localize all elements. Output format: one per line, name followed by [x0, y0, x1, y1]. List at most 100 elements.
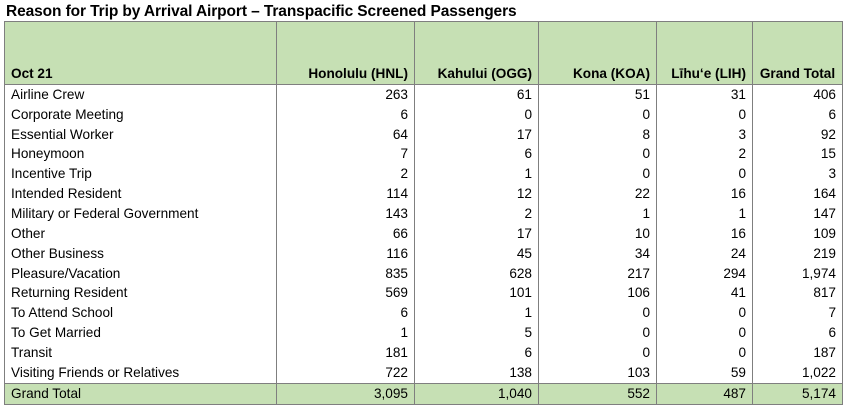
count-cell: 45	[414, 243, 539, 264]
reason-label: Intended Resident	[4, 184, 277, 205]
count-cell: 61	[414, 84, 539, 105]
count-cell: 6	[752, 323, 843, 343]
count-cell: 263	[276, 84, 415, 105]
count-cell: 66	[276, 223, 415, 244]
grand-total-cell: 552	[538, 382, 657, 405]
count-cell: 2	[656, 144, 753, 165]
reason-label: Returning Resident	[4, 283, 277, 304]
count-cell: 294	[656, 263, 753, 284]
count-cell: 0	[538, 342, 657, 363]
count-cell: 5	[414, 323, 539, 343]
table-row: Transit 181 6 0 0 187	[4, 342, 843, 363]
count-cell: 835	[276, 263, 415, 284]
count-cell: 1	[276, 323, 415, 343]
table-row: Corporate Meeting 6 0 0 0 6	[4, 104, 843, 125]
count-cell: 103	[538, 362, 657, 384]
count-cell: 0	[538, 303, 657, 324]
grand-total-row: Grand Total 3,095 1,040 552 487 5,174	[4, 382, 843, 405]
reason-label: Honeymoon	[4, 144, 277, 165]
table-row: Intended Resident 114 12 22 16 164	[4, 184, 843, 205]
count-cell: 1	[538, 204, 657, 224]
count-cell: 101	[414, 283, 539, 304]
count-cell: 722	[276, 362, 415, 384]
grand-total-label: Grand Total	[4, 382, 277, 405]
reason-label: Airline Crew	[4, 84, 277, 105]
count-cell: 2	[276, 164, 415, 185]
count-cell: 0	[656, 104, 753, 125]
count-cell: 0	[656, 303, 753, 324]
count-cell: 15	[752, 144, 843, 165]
count-cell: 164	[752, 184, 843, 205]
month-column-header: Oct 21	[4, 21, 277, 85]
reason-label: Pleasure/Vacation	[4, 263, 277, 284]
table-row: Airline Crew 263 61 51 31 406	[4, 84, 843, 105]
table-row: Honeymoon 7 6 0 2 15	[4, 144, 843, 165]
count-cell: 51	[538, 84, 657, 105]
count-cell: 0	[656, 323, 753, 343]
column-header: Kona (KOA)	[538, 21, 657, 85]
count-cell: 8	[538, 124, 657, 145]
count-cell: 1	[414, 303, 539, 324]
table-row: Incentive Trip 2 1 0 0 3	[4, 164, 843, 185]
table-row: Other 66 17 10 16 109	[4, 223, 843, 244]
table-title: Reason for Trip by Arrival Airport – Tra…	[6, 3, 517, 20]
reason-label: Corporate Meeting	[4, 104, 277, 125]
count-cell: 41	[656, 283, 753, 304]
count-cell: 31	[656, 84, 753, 105]
count-cell: 147	[752, 204, 843, 224]
count-cell: 0	[538, 144, 657, 165]
count-cell: 7	[752, 303, 843, 324]
count-cell: 569	[276, 283, 415, 304]
count-cell: 0	[414, 104, 539, 125]
reason-label: Transit	[4, 342, 277, 363]
count-cell: 406	[752, 84, 843, 105]
column-header: Grand Total	[752, 21, 843, 85]
count-cell: 6	[414, 342, 539, 363]
count-cell: 6	[276, 104, 415, 125]
count-cell: 114	[276, 184, 415, 205]
column-header: Honolulu (HNL)	[276, 21, 415, 85]
count-cell: 0	[538, 104, 657, 125]
count-cell: 106	[538, 283, 657, 304]
table-body: Airline Crew 263 61 51 31 406 Corporate Meetin…	[4, 84, 843, 384]
reason-label: Incentive Trip	[4, 164, 277, 185]
count-cell: 0	[656, 164, 753, 185]
count-cell: 3	[656, 124, 753, 145]
count-cell: 1,974	[752, 263, 843, 284]
reason-label: Military or Federal Government	[4, 204, 277, 224]
count-cell: 109	[752, 223, 843, 244]
count-cell: 24	[656, 243, 753, 264]
count-cell: 1	[656, 204, 753, 224]
count-cell: 59	[656, 362, 753, 384]
count-cell: 217	[538, 263, 657, 284]
count-cell: 3	[752, 164, 843, 185]
count-cell: 92	[752, 124, 843, 145]
count-cell: 64	[276, 124, 415, 145]
count-cell: 181	[276, 342, 415, 363]
reason-label: Visiting Friends or Relatives	[4, 362, 277, 384]
count-cell: 628	[414, 263, 539, 284]
grand-total-cell: 1,040	[414, 382, 539, 405]
reason-label: To Get Married	[4, 323, 277, 343]
count-cell: 16	[656, 223, 753, 244]
count-cell: 16	[656, 184, 753, 205]
count-cell: 22	[538, 184, 657, 205]
count-cell: 1	[414, 164, 539, 185]
grand-total-cell: 487	[656, 382, 753, 405]
count-cell: 2	[414, 204, 539, 224]
count-cell: 143	[276, 204, 415, 224]
table-header: Oct 21 Honolulu (HNL) Kahului (OGG) Kona (K…	[4, 21, 843, 85]
count-cell: 6	[276, 303, 415, 324]
reason-label: Other	[4, 223, 277, 244]
count-cell: 6	[752, 104, 843, 125]
table-row: Visiting Friends or Relatives 722 138 103 59…	[4, 362, 843, 384]
grand-total-cell: 3,095	[276, 382, 415, 405]
table-row: Other Business 116 45 34 24 219	[4, 243, 843, 264]
column-header: Līhu‘e (LIH)	[656, 21, 753, 85]
table-row: Returning Resident 569 101 106 41 817	[4, 283, 843, 304]
count-cell: 219	[752, 243, 843, 264]
grand-total-cell: 5,174	[752, 382, 843, 405]
reason-label: To Attend School	[4, 303, 277, 324]
count-cell: 0	[656, 342, 753, 363]
